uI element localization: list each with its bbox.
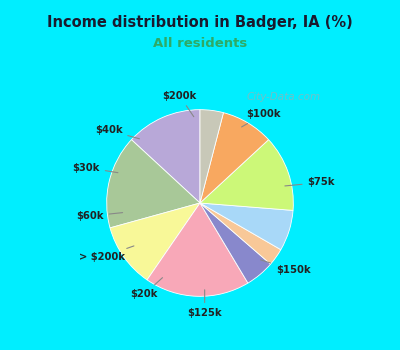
Text: $75k: $75k — [285, 177, 335, 188]
Wedge shape — [200, 140, 293, 210]
Wedge shape — [107, 140, 200, 228]
Wedge shape — [110, 203, 200, 280]
Wedge shape — [200, 203, 270, 283]
Wedge shape — [200, 110, 224, 203]
Text: $60k: $60k — [76, 211, 122, 221]
Wedge shape — [200, 113, 268, 203]
Text: $125k: $125k — [187, 290, 222, 318]
Text: All residents: All residents — [153, 37, 247, 50]
Wedge shape — [200, 203, 293, 250]
Text: $20k: $20k — [130, 278, 162, 300]
Text: City-Data.com: City-Data.com — [246, 92, 321, 102]
Wedge shape — [147, 203, 248, 296]
Text: $30k: $30k — [72, 162, 118, 173]
Text: $40k: $40k — [95, 125, 140, 139]
Wedge shape — [132, 110, 200, 203]
Text: > $200k: > $200k — [79, 246, 134, 262]
Wedge shape — [200, 203, 281, 264]
Text: $200k: $200k — [162, 91, 196, 117]
Text: Income distribution in Badger, IA (%): Income distribution in Badger, IA (%) — [47, 15, 353, 30]
Text: $100k: $100k — [242, 109, 281, 127]
Text: $150k: $150k — [260, 260, 311, 275]
